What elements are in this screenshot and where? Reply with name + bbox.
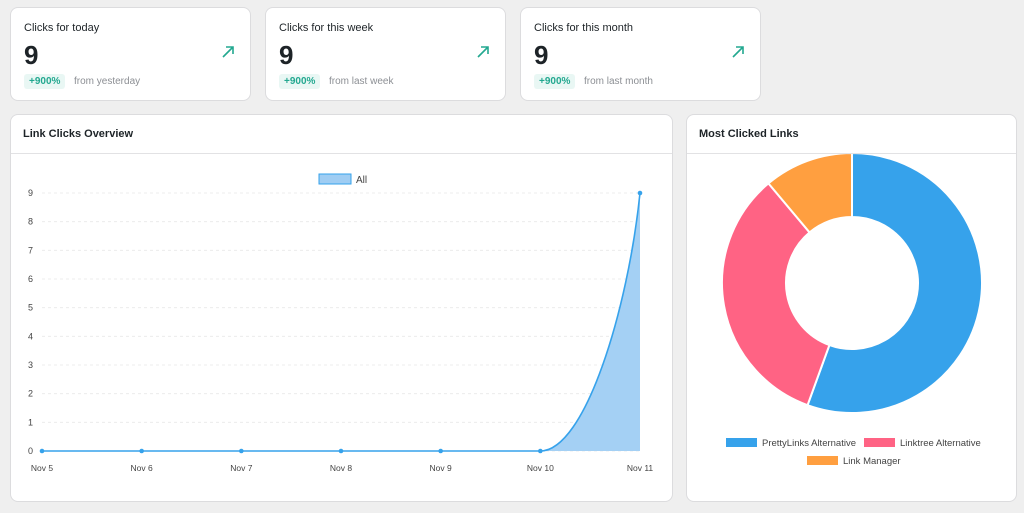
x-tick-label: Nov 7 bbox=[230, 463, 252, 473]
y-tick-label: 7 bbox=[28, 245, 33, 255]
legend-label: Link Manager bbox=[843, 456, 901, 467]
change-badge: +900% bbox=[24, 74, 66, 89]
data-point bbox=[338, 448, 344, 454]
stat-card-week: Clicks for this week 9 +900% from last w… bbox=[265, 7, 506, 101]
x-tick-label: Nov 6 bbox=[131, 463, 153, 473]
series-area-fill bbox=[42, 193, 640, 451]
stat-card-today: Clicks for today 9 +900% from yesterday bbox=[10, 7, 251, 101]
x-tick-label: Nov 11 bbox=[627, 463, 654, 473]
change-badge: +900% bbox=[534, 74, 576, 89]
change-badge: +900% bbox=[279, 74, 321, 89]
x-tick-label: Nov 5 bbox=[31, 463, 53, 473]
stat-value: 9 bbox=[534, 40, 549, 70]
stat-label: Clicks for this month bbox=[534, 22, 634, 34]
x-tick-label: Nov 8 bbox=[330, 463, 352, 473]
divider bbox=[11, 153, 672, 154]
legend-swatch bbox=[726, 438, 757, 447]
link-clicks-overview-panel: Link Clicks Overview 0 1 2 3 4 5 6 7 8 9 Nov 5 Nov … bbox=[10, 114, 673, 502]
y-tick-label: 6 bbox=[28, 274, 33, 284]
y-tick-label: 0 bbox=[28, 446, 33, 456]
y-tick-label: 2 bbox=[28, 389, 33, 399]
legend-swatch bbox=[318, 173, 352, 185]
y-tick-label: 9 bbox=[28, 188, 33, 198]
stat-value: 9 bbox=[24, 40, 39, 70]
change-caption: from yesterday bbox=[74, 76, 141, 87]
stat-value: 9 bbox=[279, 40, 294, 70]
trend-up-arrow-icon bbox=[732, 46, 744, 58]
data-point bbox=[637, 190, 643, 196]
donut-slice bbox=[767, 154, 853, 234]
stat-label: Clicks for today bbox=[24, 22, 100, 34]
x-tick-label: Nov 10 bbox=[527, 463, 554, 473]
legend-label: All bbox=[356, 175, 367, 186]
y-tick-label: 1 bbox=[28, 417, 33, 427]
most-clicked-donut-chart: PrettyLinks Alternative Linktree Alternat… bbox=[721, 154, 983, 467]
data-point bbox=[139, 448, 144, 454]
panel-title: Link Clicks Overview bbox=[23, 128, 134, 140]
link-clicks-area-chart: 0 1 2 3 4 5 6 7 8 9 Nov 5 Nov 6 Nov 7 Nov 8 Nov 9 Nov 1… bbox=[28, 173, 654, 473]
legend-label: Linktree Alternative bbox=[900, 438, 981, 449]
stat-label: Clicks for this week bbox=[279, 22, 374, 34]
data-point bbox=[239, 448, 244, 454]
change-caption: from last month bbox=[584, 76, 653, 87]
legend-swatch bbox=[807, 456, 838, 465]
series-line bbox=[42, 192, 641, 452]
x-tick-label: Nov 9 bbox=[430, 463, 452, 473]
trend-up-arrow-icon bbox=[222, 46, 234, 58]
y-tick-label: 3 bbox=[28, 360, 33, 370]
change-caption: from last week bbox=[329, 76, 394, 87]
donut-slice bbox=[806, 154, 983, 414]
y-tick-label: 4 bbox=[28, 331, 33, 341]
y-tick-label: 5 bbox=[28, 303, 33, 313]
most-clicked-links-panel: Most Clicked Links PrettyLinks Alternati… bbox=[686, 114, 1017, 502]
data-point bbox=[438, 448, 443, 454]
stat-card-month: Clicks for this month 9 +900% from last … bbox=[520, 7, 761, 101]
donut-slice bbox=[721, 182, 831, 407]
data-point bbox=[538, 448, 543, 454]
data-point bbox=[39, 448, 45, 454]
legend-swatch bbox=[864, 438, 895, 447]
legend-label: PrettyLinks Alternative bbox=[762, 438, 856, 449]
trend-up-arrow-icon bbox=[477, 46, 489, 58]
panel-title: Most Clicked Links bbox=[699, 128, 799, 140]
y-tick-label: 8 bbox=[28, 217, 33, 227]
